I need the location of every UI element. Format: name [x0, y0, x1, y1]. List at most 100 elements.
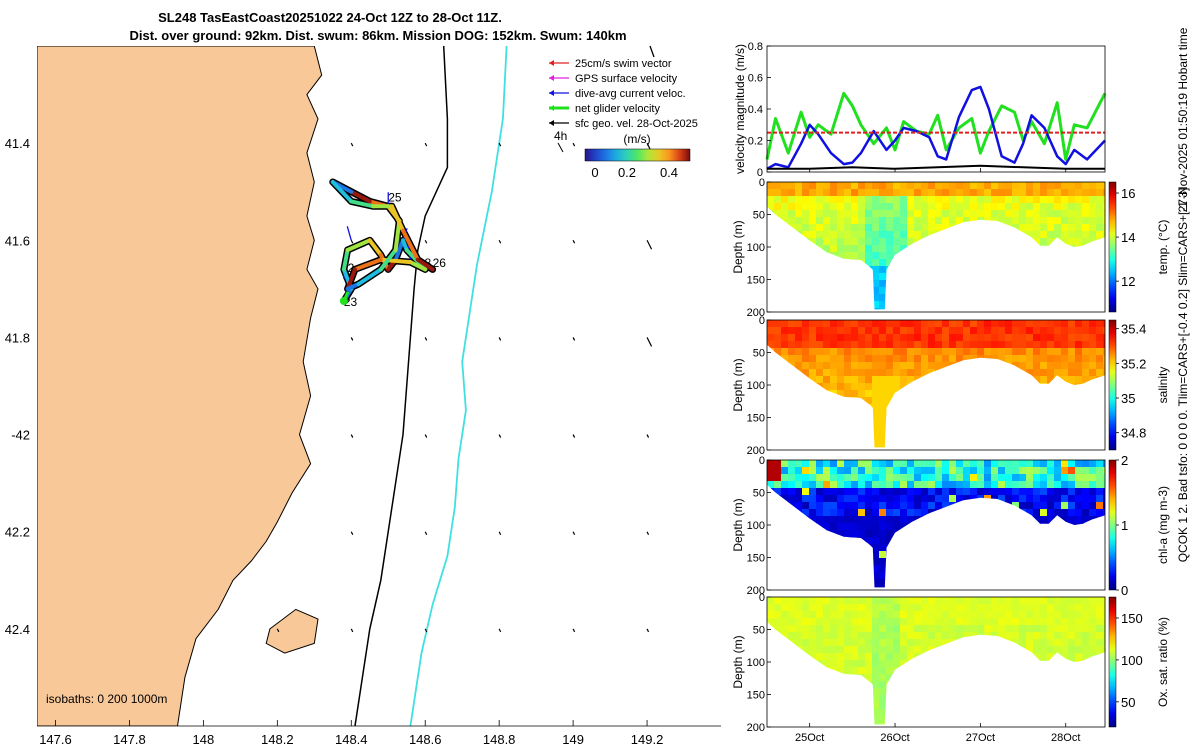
- section-cell: [781, 709, 789, 717]
- section-cell: [879, 404, 887, 412]
- section-cell: [767, 639, 775, 647]
- section-cell: [795, 604, 803, 612]
- section-cell: [788, 224, 796, 232]
- section-cell: [809, 397, 817, 405]
- section-cell: [1019, 509, 1027, 517]
- section-cell: [984, 189, 992, 197]
- section-cell: [1026, 579, 1034, 587]
- section-cell: [1054, 502, 1062, 510]
- section-cell: [970, 488, 978, 496]
- section-cell: [879, 702, 887, 710]
- section-cell: [977, 334, 985, 342]
- section-cell: [830, 376, 838, 384]
- section-cell: [865, 481, 873, 489]
- section-cell: [977, 238, 985, 246]
- section-cell: [963, 467, 971, 475]
- section-cell: [858, 217, 866, 225]
- section-cell: [1012, 625, 1020, 633]
- section-cell: [1005, 681, 1013, 689]
- section-cell: [928, 495, 936, 503]
- section-cell: [949, 688, 957, 696]
- section-cell: [1019, 544, 1027, 552]
- section-cell: [823, 579, 831, 587]
- section-cell: [1103, 495, 1105, 503]
- section-cell: [1054, 611, 1062, 619]
- section-cell: [767, 376, 775, 384]
- section-cell: [991, 625, 999, 633]
- section-cell: [851, 688, 859, 696]
- section-cell: [914, 390, 922, 398]
- section-cell: [914, 488, 922, 496]
- section-cell: [851, 502, 859, 510]
- section-cell: [872, 597, 880, 605]
- geo-vector: [350, 240, 354, 244]
- section-cell: [914, 273, 922, 281]
- section-cell: [781, 397, 789, 405]
- section-cell: [1033, 294, 1041, 302]
- section-cell: [970, 709, 978, 717]
- section-cell: [1047, 355, 1055, 363]
- section-cell: [1047, 618, 1055, 626]
- section-cell: [1082, 238, 1090, 246]
- section-cell: [928, 217, 936, 225]
- section-cell: [1019, 259, 1027, 267]
- section-cell: [1068, 667, 1076, 675]
- section-cell: [1096, 474, 1104, 482]
- section-cell: [781, 327, 789, 335]
- section-cell: [1089, 404, 1097, 412]
- section-cell: [816, 369, 824, 377]
- section-cell: [809, 502, 817, 510]
- section-cell: [865, 523, 873, 531]
- section-cell: [1089, 362, 1097, 370]
- section-cell: [844, 660, 852, 668]
- section-cell: [1054, 280, 1062, 288]
- section-cell: [1047, 390, 1055, 398]
- section-cell: [1005, 544, 1013, 552]
- section-cell: [928, 618, 936, 626]
- section-cell: [879, 217, 887, 225]
- section-cell: [935, 467, 943, 475]
- section-cell: [1026, 376, 1034, 384]
- section-cell: [956, 411, 964, 419]
- section-cell: [893, 383, 901, 391]
- section-cell: [1096, 639, 1104, 647]
- section-cell: [984, 334, 992, 342]
- section-cell: [809, 646, 817, 654]
- section-cell: [802, 558, 810, 566]
- section-cell: [893, 625, 901, 633]
- section-cell: [1012, 537, 1020, 545]
- section-cell: [837, 646, 845, 654]
- section-cell: [893, 474, 901, 482]
- section-cell: [893, 348, 901, 356]
- section-cell: [1075, 509, 1083, 517]
- section-cell: [851, 481, 859, 489]
- section-cell: [823, 653, 831, 661]
- section-cell: [781, 280, 789, 288]
- section-cell: [1040, 523, 1048, 531]
- section-cell: [1047, 341, 1055, 349]
- section-cell: [837, 397, 845, 405]
- section-cell: [893, 660, 901, 668]
- section-cell: [1089, 334, 1097, 342]
- section-cell: [1061, 217, 1069, 225]
- section-cell: [935, 355, 943, 363]
- section-cell: [1005, 355, 1013, 363]
- section-cell: [963, 189, 971, 197]
- section-cell: [1019, 667, 1027, 675]
- section-cell: [914, 334, 922, 342]
- section-cell: [921, 467, 929, 475]
- section-cell: [1026, 488, 1034, 496]
- section-cell: [802, 196, 810, 204]
- section-cell: [872, 544, 880, 552]
- section-cell: [809, 702, 817, 710]
- section-cell: [1040, 273, 1048, 281]
- section-cell: [872, 530, 880, 538]
- section-cell: [1047, 252, 1055, 260]
- section-cell: [998, 231, 1006, 239]
- section-cell: [858, 369, 866, 377]
- section-cell: [921, 653, 929, 661]
- section-cell: [879, 196, 887, 204]
- section-cell: [984, 245, 992, 253]
- section-cell: [1005, 182, 1013, 190]
- section-cell: [963, 695, 971, 703]
